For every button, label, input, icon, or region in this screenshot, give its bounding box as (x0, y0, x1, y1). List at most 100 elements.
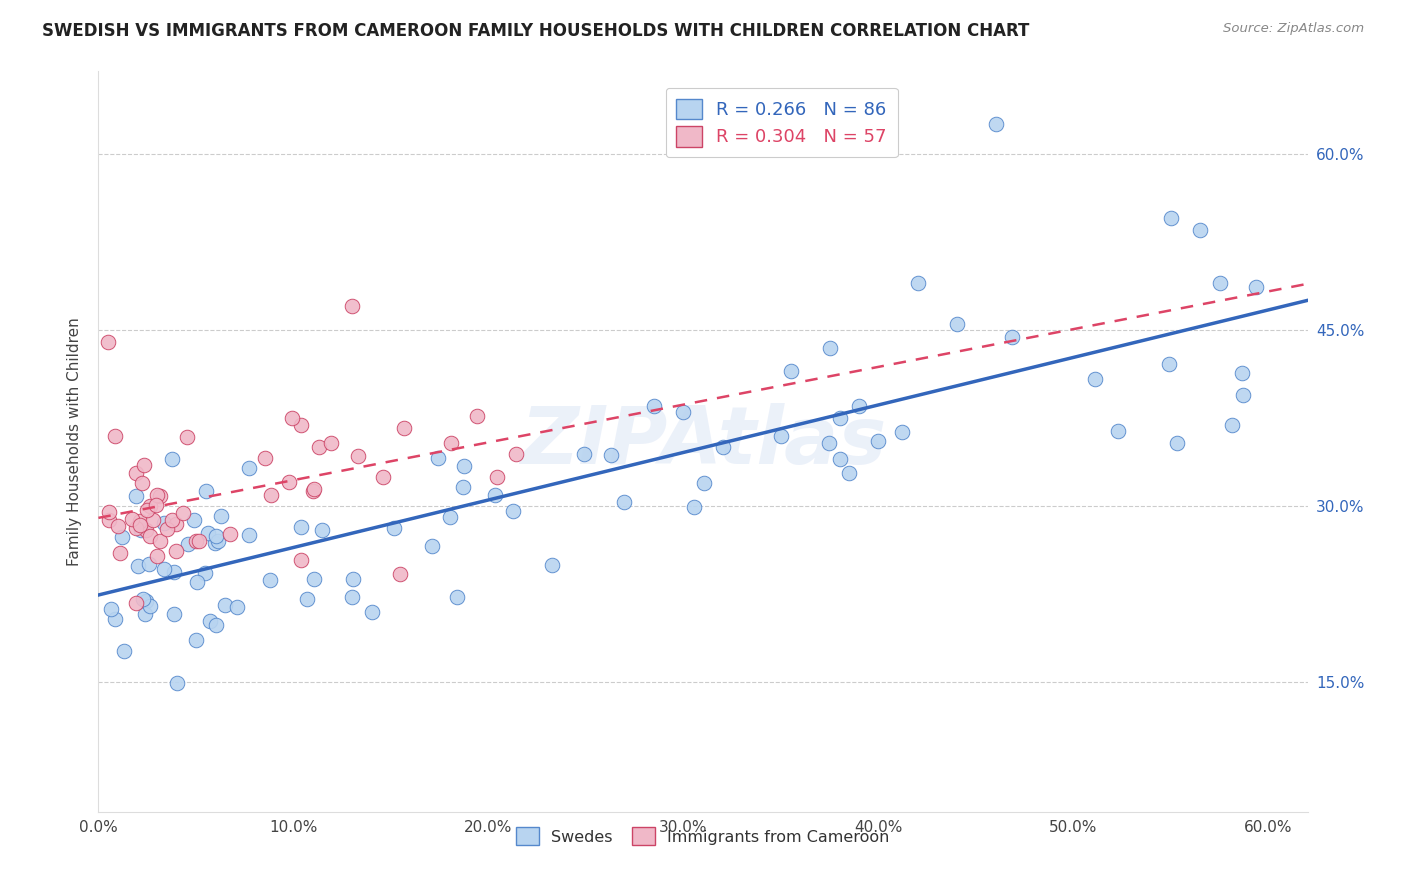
Point (613, 495, 636, 509)
Point (541, 558, 564, 572)
Point (98, 505, 121, 519)
Point (238, 460, 260, 475)
Point (389, 566, 412, 581)
Point (136, 503, 159, 517)
Point (1189, 223, 1212, 237)
Text: Source: ZipAtlas.com: Source: ZipAtlas.com (1223, 22, 1364, 36)
Point (153, 516, 176, 530)
Point (142, 513, 165, 527)
Point (672, 405, 695, 419)
Point (138, 558, 160, 572)
Point (163, 565, 186, 579)
Point (427, 451, 450, 466)
Point (207, 534, 229, 549)
Point (907, 276, 929, 290)
Point (112, 643, 135, 657)
Point (125, 596, 148, 610)
Point (281, 411, 304, 425)
Point (156, 522, 179, 536)
Point (139, 529, 162, 543)
Point (505, 447, 527, 461)
Point (128, 515, 150, 529)
Point (693, 475, 716, 490)
Point (484, 488, 506, 502)
Point (1001, 329, 1024, 343)
Point (97, 513, 120, 527)
Point (830, 452, 852, 467)
Point (340, 299, 363, 313)
Point (125, 520, 148, 534)
Point (290, 417, 312, 432)
Point (259, 573, 281, 587)
Point (125, 489, 148, 503)
Point (890, 425, 912, 439)
Point (165, 544, 187, 558)
Point (818, 436, 841, 450)
Point (100, 602, 122, 616)
Point (131, 476, 153, 491)
Point (643, 399, 665, 413)
Point (302, 482, 325, 496)
Point (868, 434, 890, 448)
Point (226, 600, 249, 615)
Point (599, 448, 621, 462)
Point (342, 572, 364, 586)
Point (149, 533, 172, 548)
Point (485, 469, 508, 483)
Point (162, 513, 184, 527)
Point (1157, 357, 1180, 371)
Point (1230, 367, 1253, 381)
Point (574, 447, 596, 461)
Point (420, 539, 443, 553)
Point (769, 428, 792, 442)
Point (195, 483, 218, 498)
Point (259, 488, 281, 502)
Point (278, 475, 301, 490)
Point (145, 498, 167, 512)
Point (1209, 276, 1232, 290)
Point (1166, 435, 1188, 450)
Point (194, 566, 217, 580)
Text: ZIPAtlas: ZIPAtlas (520, 402, 886, 481)
Point (838, 467, 860, 481)
Point (218, 527, 240, 541)
Point (371, 470, 394, 484)
Point (361, 605, 384, 619)
Point (139, 599, 162, 613)
Point (204, 617, 226, 632)
Point (166, 676, 188, 690)
Point (197, 526, 219, 541)
Point (304, 573, 326, 587)
Point (945, 317, 967, 331)
Point (502, 504, 524, 518)
Point (149, 489, 172, 503)
Point (683, 500, 706, 514)
Point (134, 607, 156, 622)
Legend: Swedes, Immigrants from Cameroon: Swedes, Immigrants from Cameroon (510, 821, 896, 852)
Point (308, 440, 330, 454)
Point (302, 484, 325, 499)
Point (186, 574, 208, 589)
Point (1232, 388, 1254, 402)
Y-axis label: Family Households with Children: Family Households with Children (67, 318, 83, 566)
Point (204, 535, 226, 549)
Point (453, 480, 475, 494)
Point (311, 523, 333, 537)
Point (132, 458, 155, 472)
Point (103, 611, 125, 625)
Point (200, 614, 222, 628)
Text: SWEDISH VS IMMIGRANTS FROM CAMEROON FAMILY HOUSEHOLDS WITH CHILDREN CORRELATION : SWEDISH VS IMMIGRANTS FROM CAMEROON FAMI… (42, 22, 1029, 40)
Point (97, 334, 120, 349)
Point (135, 523, 157, 537)
Point (146, 488, 169, 502)
Point (382, 521, 405, 535)
Point (165, 517, 187, 532)
Point (107, 519, 129, 533)
Point (465, 409, 488, 423)
Point (290, 553, 312, 567)
Point (186, 632, 208, 647)
Point (163, 607, 186, 622)
Point (439, 509, 461, 524)
Point (1160, 211, 1182, 226)
Point (187, 534, 209, 549)
